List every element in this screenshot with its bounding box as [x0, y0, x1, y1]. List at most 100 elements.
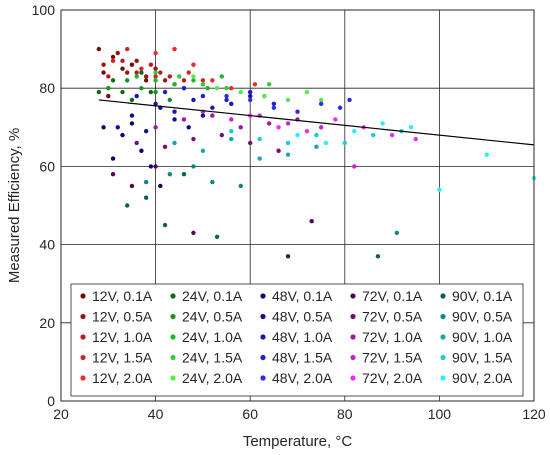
- legend-box: [70, 283, 524, 397]
- data-point: [134, 140, 139, 146]
- data-point: [191, 78, 196, 83]
- legend-entry: 72V, 1.5A: [362, 350, 423, 366]
- data-point: [129, 113, 135, 118]
- data-point: [229, 101, 234, 107]
- data-point: [285, 140, 291, 146]
- data-point: [413, 136, 418, 142]
- data-point: [148, 89, 154, 95]
- data-point: [238, 183, 243, 189]
- legend-entry: 24V, 1.5A: [182, 350, 243, 366]
- legend-entry: 24V, 2.0A: [182, 370, 243, 386]
- data-point: [162, 144, 168, 150]
- data-point: [210, 113, 215, 118]
- data-point: [120, 89, 125, 95]
- y-tick-label: 40: [39, 237, 55, 253]
- data-point: [115, 50, 120, 56]
- data-point: [484, 152, 489, 157]
- x-tick-label: 80: [337, 406, 353, 422]
- legend-entry: 90V, 0.1A: [452, 288, 513, 304]
- series-11: [101, 121, 163, 189]
- legend-marker: [440, 313, 446, 320]
- data-point: [181, 172, 187, 177]
- legend-marker: [80, 375, 86, 381]
- legend-marker: [260, 375, 266, 381]
- data-point: [110, 78, 116, 83]
- legend-entry: 90V, 1.0A: [452, 329, 513, 345]
- x-tick-label: 120: [522, 406, 546, 422]
- legend-entry: 12V, 1.5A: [92, 350, 153, 366]
- data-point: [110, 58, 116, 64]
- y-tick-label: 60: [39, 158, 55, 174]
- legend-marker: [170, 375, 176, 381]
- data-point: [158, 183, 163, 189]
- data-point: [214, 234, 220, 239]
- legend-entry: 48V, 1.5A: [272, 350, 333, 366]
- data-point: [167, 172, 172, 177]
- legend-marker: [440, 293, 446, 299]
- legend-entry: 48V, 0.5A: [272, 309, 333, 325]
- data-point: [314, 132, 319, 138]
- data-point: [143, 195, 149, 200]
- legend-entry: 12V, 0.5A: [92, 309, 153, 325]
- x-tick-label: 60: [242, 406, 258, 422]
- data-point: [285, 254, 291, 259]
- data-point: [110, 172, 116, 177]
- plot-frame: [60, 9, 535, 402]
- data-point: [375, 254, 381, 259]
- series-24: [229, 129, 404, 146]
- legend-marker: [260, 293, 266, 299]
- data-point: [238, 89, 243, 95]
- data-point: [134, 74, 139, 79]
- data-point: [389, 132, 395, 138]
- data-point: [162, 78, 168, 83]
- data-point: [158, 70, 163, 75]
- data-point: [129, 121, 135, 126]
- data-point: [200, 148, 206, 153]
- series-18: [153, 113, 300, 130]
- data-point: [276, 125, 281, 130]
- legend-entry: 90V, 0.5A: [452, 309, 513, 325]
- y-tick-label: 0: [47, 393, 55, 409]
- data-point: [153, 70, 158, 75]
- legend-marker: [350, 354, 356, 361]
- series-14: [162, 86, 277, 107]
- data-point: [229, 86, 234, 91]
- series-3: [106, 58, 187, 83]
- data-point: [153, 125, 158, 130]
- data-point: [181, 117, 187, 122]
- legend-entry: 48V, 2.0A: [272, 370, 333, 386]
- data-point: [162, 89, 168, 95]
- legend-marker: [170, 313, 176, 320]
- series-13: [134, 93, 253, 114]
- series-25: [295, 121, 537, 193]
- data-point: [309, 218, 314, 224]
- series-15: [224, 93, 352, 114]
- data-points: [96, 46, 537, 259]
- data-point: [210, 78, 215, 83]
- data-point: [172, 140, 177, 146]
- series-10: [191, 74, 324, 103]
- data-point: [224, 97, 229, 103]
- legend-entry: 12V, 1.0A: [92, 329, 153, 345]
- data-point: [101, 125, 106, 130]
- legend: 12V, 0.1A 12V, 0.5A 12V, 1.0A 12V, 1.5A 12V,…: [70, 283, 524, 397]
- data-point: [120, 58, 125, 64]
- data-point: [186, 70, 191, 75]
- series-23: [172, 136, 319, 161]
- data-point: [110, 156, 116, 161]
- series-22: [143, 164, 400, 236]
- data-point: [120, 66, 125, 71]
- data-point: [285, 97, 291, 103]
- data-point: [342, 140, 347, 146]
- legend-entry: 24V, 0.1A: [182, 288, 243, 304]
- data-point: [205, 86, 210, 91]
- data-point: [167, 74, 172, 79]
- data-point: [191, 230, 196, 236]
- data-point: [191, 97, 196, 103]
- data-point: [304, 129, 310, 134]
- data-point: [323, 140, 329, 146]
- data-point: [106, 74, 111, 79]
- legend-marker: [260, 313, 266, 320]
- data-point: [186, 125, 191, 130]
